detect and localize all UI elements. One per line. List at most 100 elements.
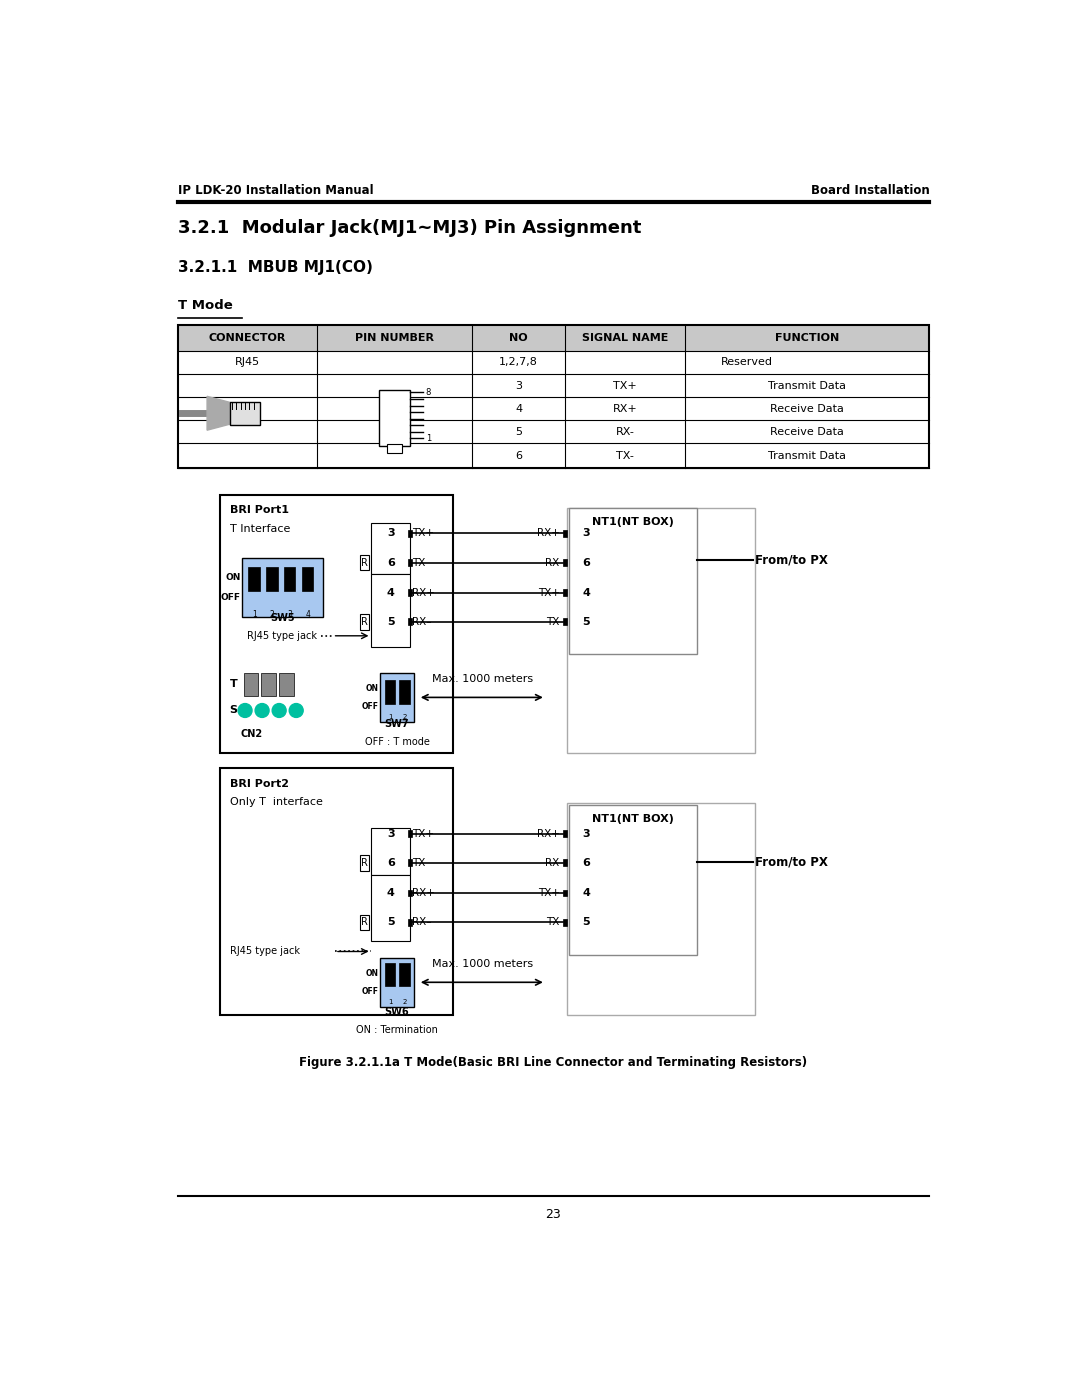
Text: NT1(NT BOX): NT1(NT BOX) bbox=[592, 517, 674, 527]
Text: ON: ON bbox=[365, 968, 378, 978]
Bar bbox=[372, 524, 410, 574]
Text: 5: 5 bbox=[515, 426, 522, 437]
Bar bbox=[563, 859, 567, 866]
Text: 2: 2 bbox=[270, 610, 274, 619]
Bar bbox=[400, 680, 410, 704]
Text: RX: RX bbox=[545, 557, 559, 567]
Bar bbox=[408, 919, 413, 926]
Text: R: R bbox=[361, 557, 368, 567]
Bar bbox=[220, 495, 453, 753]
Text: PIN NUMBER: PIN NUMBER bbox=[355, 334, 434, 344]
Bar bbox=[279, 673, 294, 696]
Bar bbox=[408, 890, 413, 897]
Text: T: T bbox=[230, 679, 238, 689]
Text: From/to PX: From/to PX bbox=[755, 553, 828, 567]
Text: 4: 4 bbox=[387, 588, 394, 598]
Bar bbox=[408, 559, 413, 566]
Bar bbox=[384, 680, 395, 704]
Text: RJ45: RJ45 bbox=[234, 358, 260, 367]
Text: Figure 3.2.1.1a T Mode(Basic BRI Line Connector and Terminating Resistors): Figure 3.2.1.1a T Mode(Basic BRI Line Co… bbox=[299, 1056, 808, 1069]
Text: 6: 6 bbox=[582, 858, 590, 868]
Bar bbox=[248, 567, 260, 591]
Text: T Mode: T Mode bbox=[177, 299, 232, 313]
Text: Reserved: Reserved bbox=[721, 358, 773, 367]
Text: 8: 8 bbox=[426, 388, 431, 397]
Bar bbox=[563, 830, 567, 837]
Text: 5: 5 bbox=[387, 617, 394, 627]
Bar bbox=[408, 590, 413, 597]
Text: OFF: OFF bbox=[220, 592, 241, 602]
Text: Max. 1000 meters: Max. 1000 meters bbox=[432, 958, 532, 970]
Text: 4: 4 bbox=[582, 888, 590, 898]
Text: 2: 2 bbox=[403, 714, 407, 721]
Text: 3.2.1.1  MBUB MJ1(CO): 3.2.1.1 MBUB MJ1(CO) bbox=[177, 260, 373, 275]
Bar bbox=[266, 567, 278, 591]
Bar bbox=[372, 828, 410, 875]
Text: TX+: TX+ bbox=[413, 528, 434, 538]
Text: RJ45 type jack: RJ45 type jack bbox=[230, 947, 299, 957]
Text: TX+: TX+ bbox=[613, 380, 637, 391]
Text: S: S bbox=[230, 705, 238, 715]
Text: RX+: RX+ bbox=[537, 828, 559, 838]
Text: RX-: RX- bbox=[616, 426, 635, 437]
Text: 1,2,7,8: 1,2,7,8 bbox=[499, 358, 538, 367]
Polygon shape bbox=[207, 397, 230, 430]
Bar bbox=[408, 830, 413, 837]
Bar bbox=[569, 805, 697, 954]
Bar bbox=[563, 890, 567, 897]
Circle shape bbox=[238, 704, 252, 718]
Text: 3: 3 bbox=[515, 380, 522, 391]
Text: FUNCTION: FUNCTION bbox=[775, 334, 839, 344]
Text: RX+: RX+ bbox=[413, 888, 435, 898]
Bar bbox=[301, 567, 313, 591]
Text: NT1(NT BOX): NT1(NT BOX) bbox=[592, 814, 674, 824]
Text: ON: ON bbox=[225, 573, 241, 581]
Text: 5: 5 bbox=[582, 918, 590, 928]
Bar bbox=[177, 326, 930, 468]
Text: SW7: SW7 bbox=[384, 718, 409, 729]
Text: TX: TX bbox=[546, 617, 559, 627]
Bar bbox=[379, 390, 410, 446]
Text: NO: NO bbox=[510, 334, 528, 344]
Text: Transmit Data: Transmit Data bbox=[768, 451, 847, 461]
Text: ON: ON bbox=[365, 683, 378, 693]
Bar bbox=[563, 590, 567, 597]
Bar bbox=[380, 958, 414, 1007]
Bar bbox=[360, 555, 369, 570]
Circle shape bbox=[289, 704, 303, 718]
Text: 4: 4 bbox=[582, 588, 590, 598]
Bar bbox=[242, 557, 323, 616]
Bar bbox=[360, 855, 369, 870]
Text: TX-: TX- bbox=[617, 451, 634, 461]
Text: T Interface: T Interface bbox=[230, 524, 289, 534]
Text: CONNECTOR: CONNECTOR bbox=[208, 334, 286, 344]
Text: 5: 5 bbox=[387, 918, 394, 928]
Text: Board Installation: Board Installation bbox=[811, 184, 930, 197]
Bar bbox=[387, 444, 403, 453]
Bar bbox=[360, 915, 369, 930]
Bar bbox=[372, 875, 410, 942]
Text: From/to PX: From/to PX bbox=[755, 856, 828, 869]
Text: 4: 4 bbox=[387, 888, 394, 898]
Bar bbox=[261, 673, 276, 696]
Bar bbox=[177, 326, 930, 351]
Text: OFF: OFF bbox=[362, 703, 378, 711]
Text: 6: 6 bbox=[515, 451, 522, 461]
Text: RX+: RX+ bbox=[413, 588, 435, 598]
Bar bbox=[408, 619, 413, 626]
Bar bbox=[230, 402, 260, 425]
Text: Only T  interface: Only T interface bbox=[230, 798, 323, 807]
Text: Transmit Data: Transmit Data bbox=[768, 380, 847, 391]
Bar bbox=[400, 963, 410, 986]
Text: Receive Data: Receive Data bbox=[770, 426, 845, 437]
Text: 6: 6 bbox=[582, 557, 590, 567]
Text: IP LDK-20 Installation Manual: IP LDK-20 Installation Manual bbox=[177, 184, 374, 197]
Bar bbox=[408, 859, 413, 866]
Text: 3.2.1  Modular Jack(MJ1~MJ3) Pin Assignment: 3.2.1 Modular Jack(MJ1~MJ3) Pin Assignme… bbox=[177, 219, 642, 237]
Text: OFF: OFF bbox=[362, 988, 378, 996]
Text: RX: RX bbox=[545, 858, 559, 868]
Text: TX: TX bbox=[546, 918, 559, 928]
Text: 5: 5 bbox=[582, 617, 590, 627]
Text: SW6: SW6 bbox=[384, 1007, 409, 1017]
Bar bbox=[563, 919, 567, 926]
